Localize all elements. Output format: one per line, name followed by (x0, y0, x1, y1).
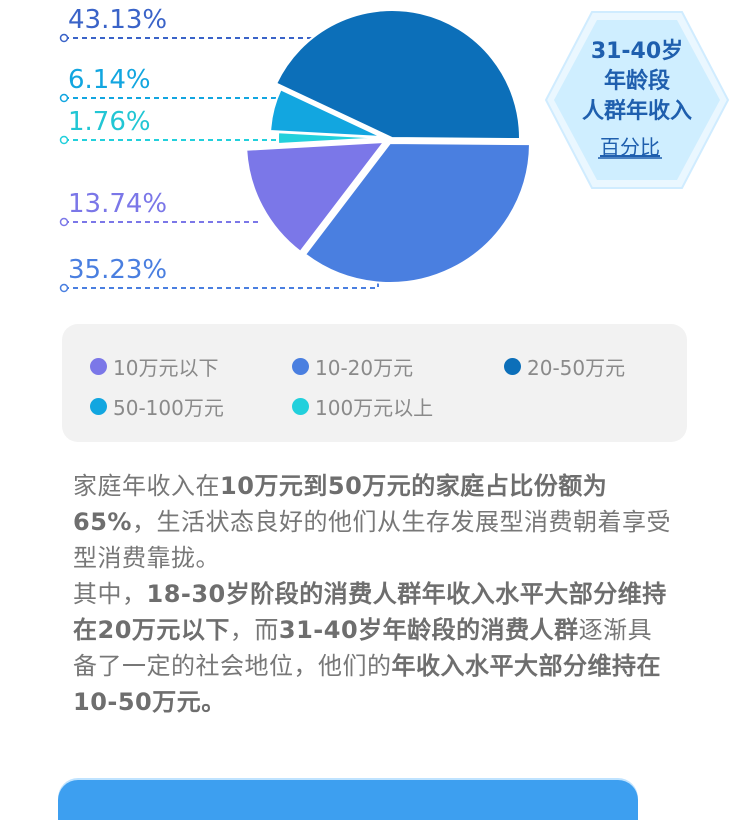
legend-dot (504, 358, 521, 375)
legend-item-under-10: 10万元以下 (90, 352, 218, 381)
label-50-100: 6.14% (68, 65, 151, 95)
paragraph-text: ，生活状态良好的他们从生存发展型消费朝着享受型消费靠拢。 (73, 508, 671, 572)
legend-dot (292, 358, 309, 375)
leader-lines (59, 33, 379, 293)
legend-label: 50-100万元 (113, 396, 224, 420)
legend-item-20-50: 20-50万元 (504, 352, 625, 381)
hex-badge: 31-40岁 年龄段 人群年收入 百分比 (544, 11, 730, 189)
paragraph-bold: 31-40岁年龄段的消费人群 (278, 616, 579, 644)
legend-item-10-20: 10-20万元 (292, 352, 413, 381)
legend-label: 20-50万元 (527, 356, 626, 380)
legend-label: 10万元以下 (113, 356, 219, 380)
paragraph-1: 家庭年收入在10万元到50万元的家庭占比份额为65%，生活状态良好的他们从生存发… (73, 468, 673, 576)
hex-line-1: 31-40岁 (591, 38, 683, 64)
paragraph-bold: 10万元到50万元的家庭占比份额为65% (73, 472, 608, 536)
slice-50-100 (269, 87, 383, 138)
legend-label: 10-20万元 (315, 356, 414, 380)
label-under-10: 13.74% (68, 189, 167, 219)
label-100-plus: 1.76% (68, 107, 151, 137)
label-10-20: 35.23% (68, 255, 167, 285)
legend-item-50-100: 50-100万元 (90, 392, 224, 421)
paragraph-text: 其中， (73, 580, 147, 608)
legend-dot (292, 398, 309, 415)
paragraph-text: 逐渐具备了一定的社会地位，他们的 (73, 616, 653, 680)
pie-chart: 43.13% 6.14% 1.76% 13.74% 35.23% 31-40岁 … (59, 5, 730, 293)
paragraph-text: 家庭年收入在 (73, 472, 220, 500)
legend-dot (90, 358, 107, 375)
legend-item-100-plus: 100万元以上 (292, 392, 433, 421)
slice-under-10 (245, 140, 387, 254)
paragraph-bold: 年收入水平大部分维持在10-50万元。 (73, 652, 661, 716)
paragraph-2: 其中，18-30岁阶段的消费人群年收入水平大部分维持在20万元以下，而31-40… (73, 576, 673, 720)
label-20-50: 43.13% (68, 5, 167, 35)
legend-dot (90, 398, 107, 415)
hex-line-3: 人群年收入 (582, 98, 692, 124)
slice-10-20 (303, 141, 532, 284)
slice-20-50 (274, 9, 521, 141)
hex-line-4: 百分比 (600, 135, 660, 159)
hex-line-2: 年龄段 (604, 68, 670, 94)
bottom-banner (58, 780, 638, 820)
legend: 10万元以下 10-20万元 20-50万元 50-100万元 100万元以上 (62, 324, 687, 442)
legend-label: 100万元以上 (315, 396, 434, 420)
paragraph-text: ，而 (229, 616, 279, 644)
paragraph-bold: 18-30岁阶段的消费人群年收入水平大部分维持在20万元以下 (73, 580, 667, 644)
